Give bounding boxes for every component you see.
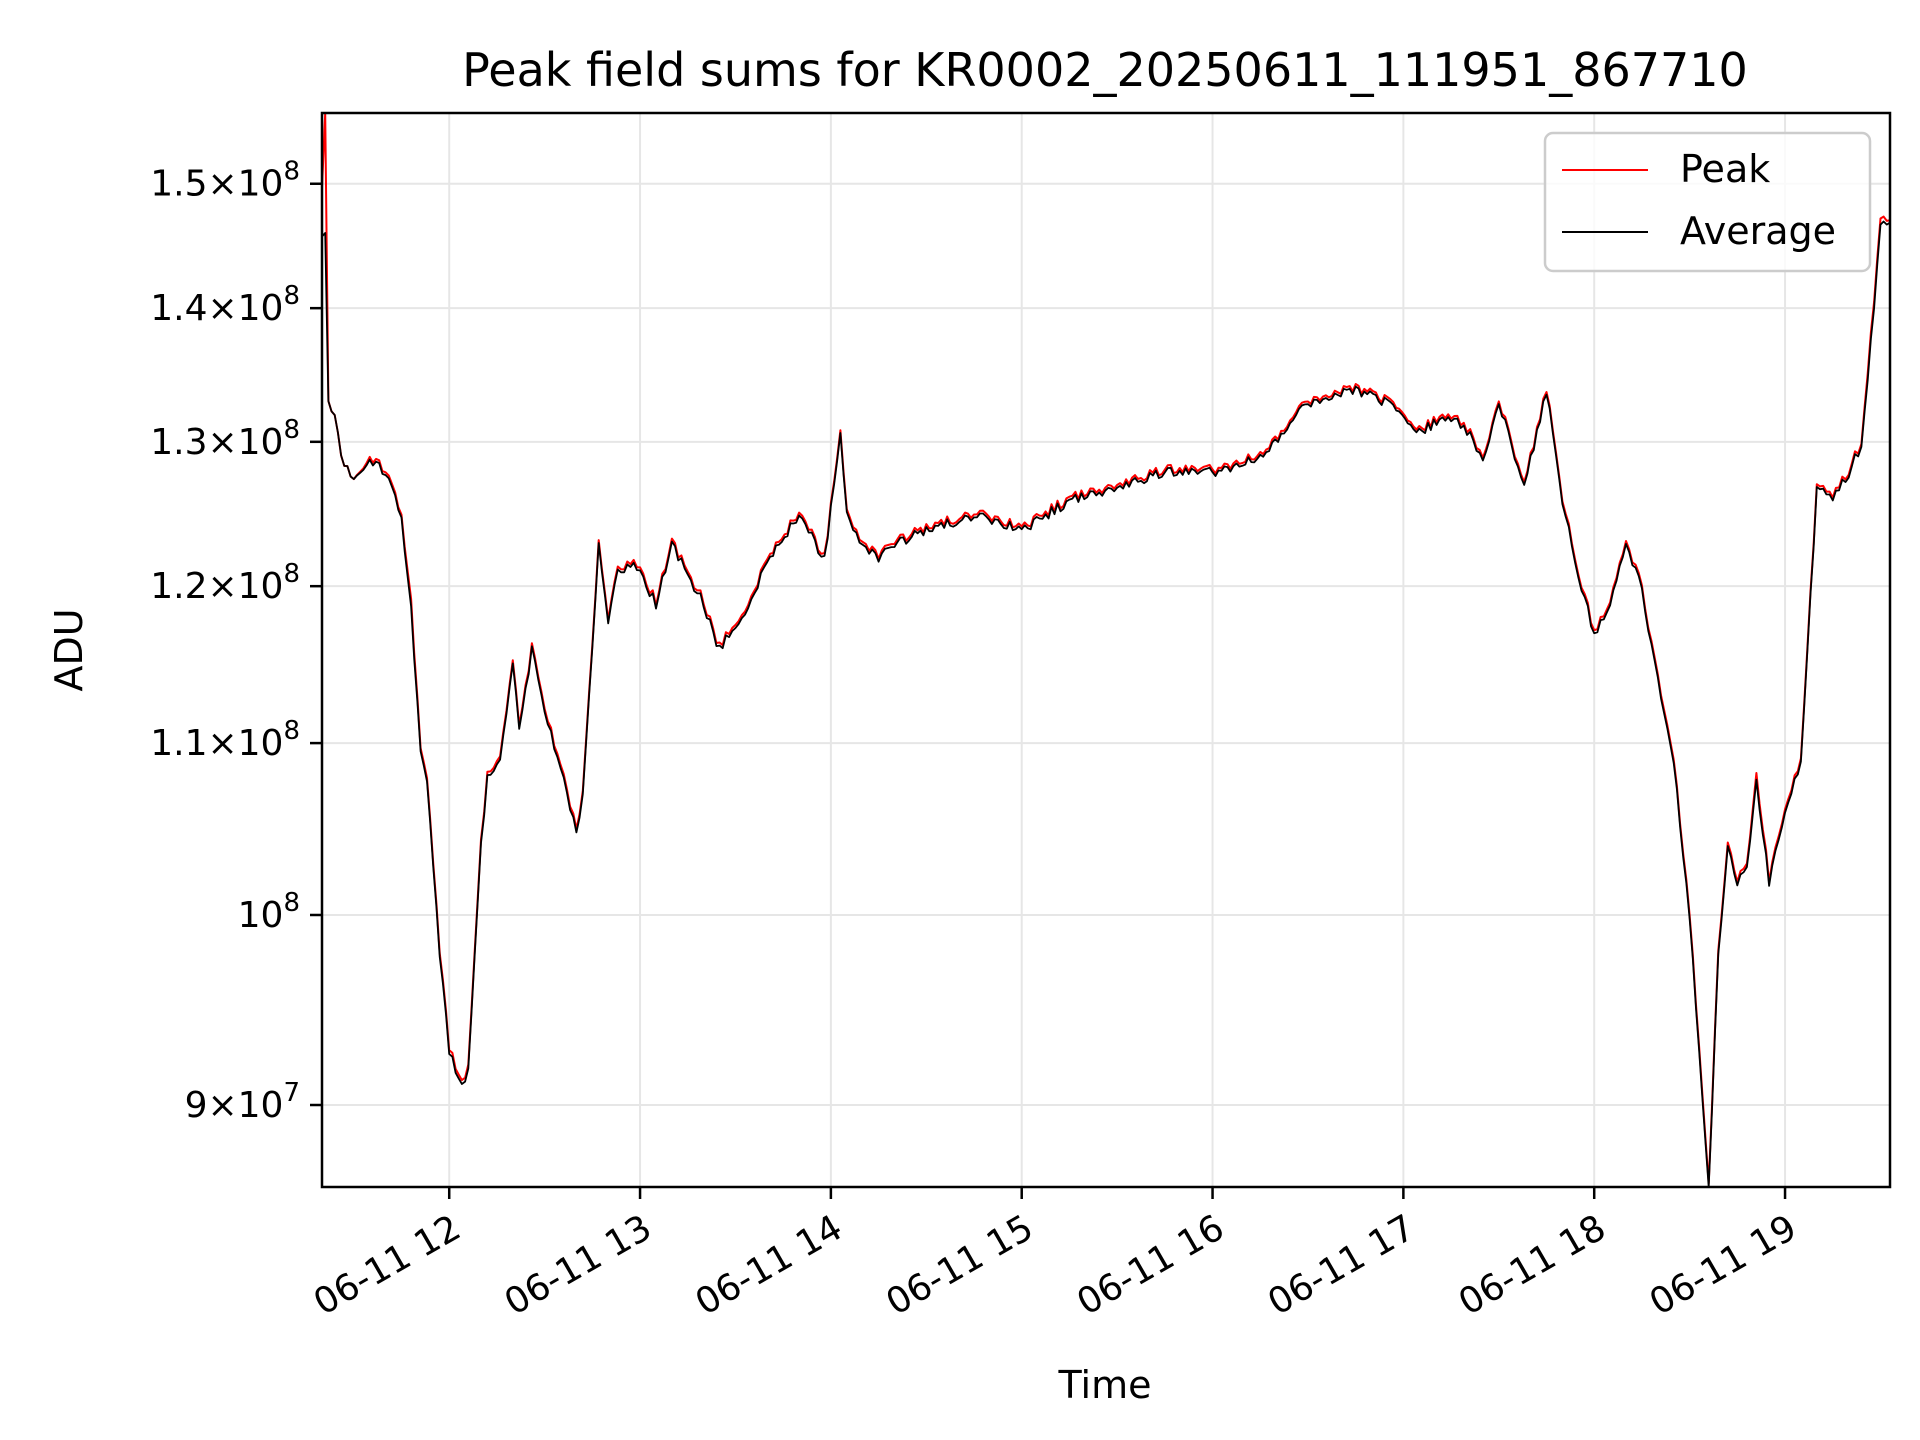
legend: Peak Average bbox=[1543, 131, 1872, 273]
plot-frame bbox=[320, 111, 1892, 1189]
y-tick-label: 108 bbox=[238, 888, 300, 936]
legend-box bbox=[1543, 131, 1872, 273]
y-tick-label: 1.3×108 bbox=[150, 415, 300, 463]
y-tick-label: 9×107 bbox=[185, 1078, 300, 1126]
y-axis: 9×107 108 1.1×108 1.2×108 1.3×108 1.4×108 1.5×… bbox=[150, 157, 322, 1126]
series-layer bbox=[321, 112, 1891, 1188]
grid-lines bbox=[322, 113, 1890, 1187]
y-tick-label: 1.4×108 bbox=[150, 281, 300, 329]
y-tick-label: 1.1×108 bbox=[150, 716, 300, 764]
legend-label-average: Average bbox=[1680, 209, 1836, 253]
x-axis-label: Time bbox=[1058, 1363, 1152, 1407]
chart-title: Peak field sums for KR0002_20250611_1119… bbox=[462, 43, 1748, 97]
y-tick-label: 1.5×108 bbox=[150, 157, 300, 205]
y-axis-label: ADU bbox=[47, 608, 91, 691]
series-line-average bbox=[321, 220, 1891, 1188]
legend-label-peak: Peak bbox=[1680, 147, 1770, 191]
y-tick-label: 1.2×108 bbox=[150, 559, 300, 607]
